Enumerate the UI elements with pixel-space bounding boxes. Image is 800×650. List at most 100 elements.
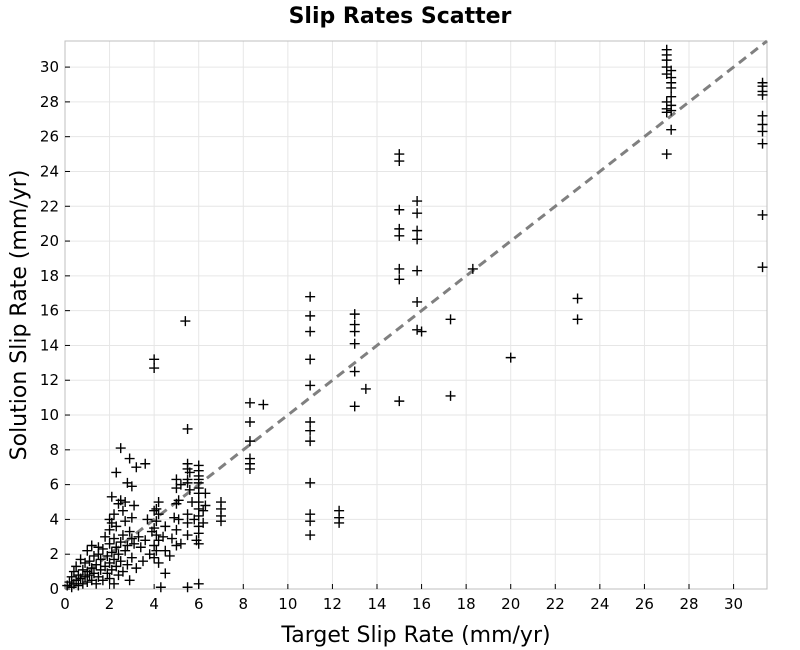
data-point: [129, 538, 140, 549]
data-point: [412, 265, 423, 276]
data-point: [91, 559, 102, 570]
data-point: [661, 107, 672, 118]
data-point: [160, 568, 171, 579]
data-point: [77, 564, 88, 575]
data-point: [120, 545, 131, 556]
data-point: [126, 481, 137, 492]
data-point: [171, 474, 182, 485]
data-point: [138, 556, 148, 567]
data-point: [182, 509, 193, 520]
data-point: [115, 495, 126, 506]
data-point: [244, 397, 255, 408]
data-point: [100, 531, 111, 542]
data-point: [349, 338, 360, 349]
x-axis-ticks: 0 2 4 6 8 10 12 14 16 18 20 22 24 26 28 30: [60, 584, 743, 613]
y-tick-label: 18: [40, 267, 59, 285]
data-point: [160, 545, 171, 556]
data-point: [160, 521, 171, 532]
data-point: [193, 510, 204, 521]
x-tick-label: 26: [635, 595, 654, 613]
data-point: [115, 556, 126, 567]
y-tick-label: 0: [49, 580, 59, 598]
y-tick-label: 28: [40, 93, 59, 111]
data-point: [129, 500, 140, 511]
x-tick-label: 4: [149, 595, 159, 613]
data-point: [133, 531, 144, 542]
data-point: [109, 533, 120, 544]
y-tick-label: 16: [40, 302, 59, 320]
data-point: [173, 495, 184, 506]
data-point: [142, 514, 153, 525]
data-point: [82, 577, 93, 588]
data-point: [305, 326, 316, 337]
data-point: [182, 582, 193, 593]
data-point: [166, 533, 177, 544]
x-tick-label: 24: [590, 595, 609, 613]
data-point: [149, 523, 160, 534]
data-point: [122, 559, 133, 570]
data-point: [75, 573, 86, 584]
data-point: [80, 571, 91, 582]
data-point: [305, 477, 316, 488]
data-point: [572, 314, 583, 325]
data-point: [757, 209, 768, 220]
data-point: [349, 401, 360, 412]
y-tick-label: 24: [40, 162, 59, 180]
data-point: [757, 89, 768, 100]
data-point: [572, 293, 583, 304]
chart-title: Slip Rates Scatter: [289, 4, 512, 29]
data-point: [661, 149, 672, 160]
data-point: [416, 326, 427, 337]
x-tick-label: 30: [724, 595, 743, 613]
data-point: [151, 516, 162, 527]
data-point: [109, 554, 120, 565]
y-tick-label: 20: [40, 232, 59, 250]
data-point: [305, 516, 316, 527]
data-point: [200, 488, 211, 499]
data-point: [111, 561, 122, 572]
x-axis-label: Target Slip Rate (mm/yr): [280, 623, 550, 648]
data-point: [84, 570, 95, 581]
data-point: [505, 352, 516, 363]
data-point: [182, 477, 193, 488]
data-point: [149, 354, 160, 365]
data-point: [175, 479, 186, 490]
data-point: [73, 580, 84, 591]
data-point: [180, 316, 191, 327]
data-point: [182, 517, 193, 528]
data-point: [149, 540, 160, 551]
data-point: [106, 547, 117, 558]
data-point: [171, 540, 182, 551]
x-tick-label: 14: [367, 595, 386, 613]
data-point: [349, 326, 360, 337]
data-point: [412, 225, 423, 236]
data-point: [244, 463, 255, 474]
data-point: [104, 524, 115, 535]
data-point: [97, 543, 108, 554]
y-tick-label: 8: [49, 441, 59, 459]
data-point: [153, 497, 164, 508]
data-point: [140, 458, 151, 469]
data-point: [115, 443, 126, 454]
data-point: [244, 416, 255, 427]
data-point: [153, 509, 164, 520]
data-point: [140, 535, 151, 546]
data-point: [394, 156, 405, 167]
data-point: [305, 310, 316, 321]
data-point: [120, 497, 131, 508]
data-point: [412, 196, 423, 207]
data-point: [666, 124, 677, 135]
data-point: [467, 263, 478, 274]
x-tick-label: 6: [194, 595, 204, 613]
data-point: [158, 531, 169, 542]
plot-area-frame: [64, 40, 768, 590]
data-point: [115, 537, 126, 548]
data-point: [124, 453, 135, 464]
data-points: [62, 44, 768, 593]
data-point: [757, 110, 768, 121]
data-point: [445, 314, 456, 325]
y-tick-label: 22: [40, 197, 59, 215]
